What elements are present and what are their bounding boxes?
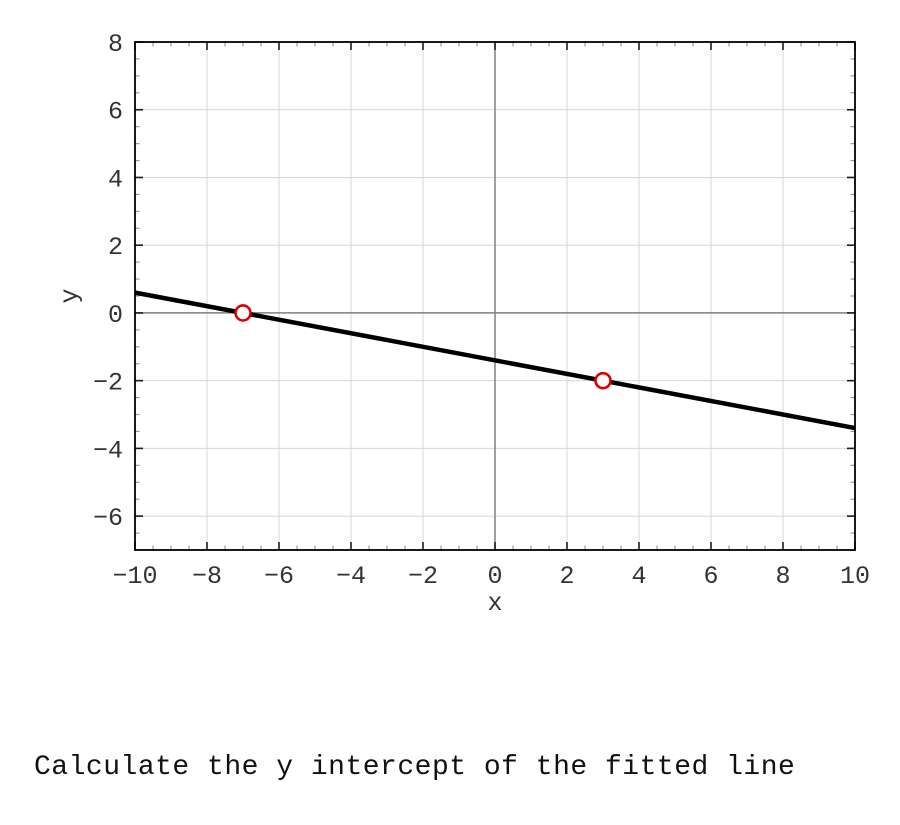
y-axis-label: y	[56, 288, 85, 303]
x-tick-label: 0	[487, 562, 502, 591]
y-tick-label: −4	[93, 436, 123, 465]
x-tick-label: 2	[559, 562, 574, 591]
y-tick-label: 4	[108, 165, 123, 194]
x-tick-label: 4	[631, 562, 646, 591]
x-tick-label: −6	[264, 562, 294, 591]
y-tick-label: 0	[108, 301, 123, 330]
zero-lines	[135, 42, 855, 550]
y-tick-label: 8	[108, 30, 123, 59]
x-tick-label: −2	[408, 562, 438, 591]
y-tick-label: 2	[108, 233, 123, 262]
x-tick-label: 6	[703, 562, 718, 591]
given-points	[234, 304, 612, 390]
data-point-marker	[234, 304, 252, 322]
x-tick-label: −8	[192, 562, 222, 591]
fitted-line-chart: −10 −8 −6 −4 −2 0 2 4 6 8 10 −6 −4 −2 0 2 4 6 8 x y	[56, 30, 870, 618]
y-tick-label: −6	[93, 504, 123, 533]
y-tick-label: −2	[93, 369, 123, 398]
x-tick-label: −10	[112, 562, 157, 591]
x-tick-label: 8	[775, 562, 790, 591]
fitted-line	[134, 290, 856, 431]
y-tick-labels: −6 −4 −2 0 2 4 6 8	[93, 30, 123, 533]
x-tick-label: 10	[840, 562, 870, 591]
x-axis-label: x	[487, 589, 502, 618]
y-tick-label: 6	[108, 98, 123, 127]
question-line-1: Calculate the y intercept of the fitted …	[34, 752, 796, 783]
x-tick-labels: −10 −8 −6 −4 −2 0 2 4 6 8 10	[112, 562, 870, 591]
data-point-marker	[594, 371, 612, 390]
x-tick-label: −4	[336, 562, 366, 591]
chart-canvas: −10 −8 −6 −4 −2 0 2 4 6 8 10 −6 −4 −2 0 2 4 6 8 x y	[56, 30, 870, 618]
question-text: Calculate the y intercept of the fitted …	[34, 685, 795, 825]
plot-spine	[134, 41, 856, 551]
